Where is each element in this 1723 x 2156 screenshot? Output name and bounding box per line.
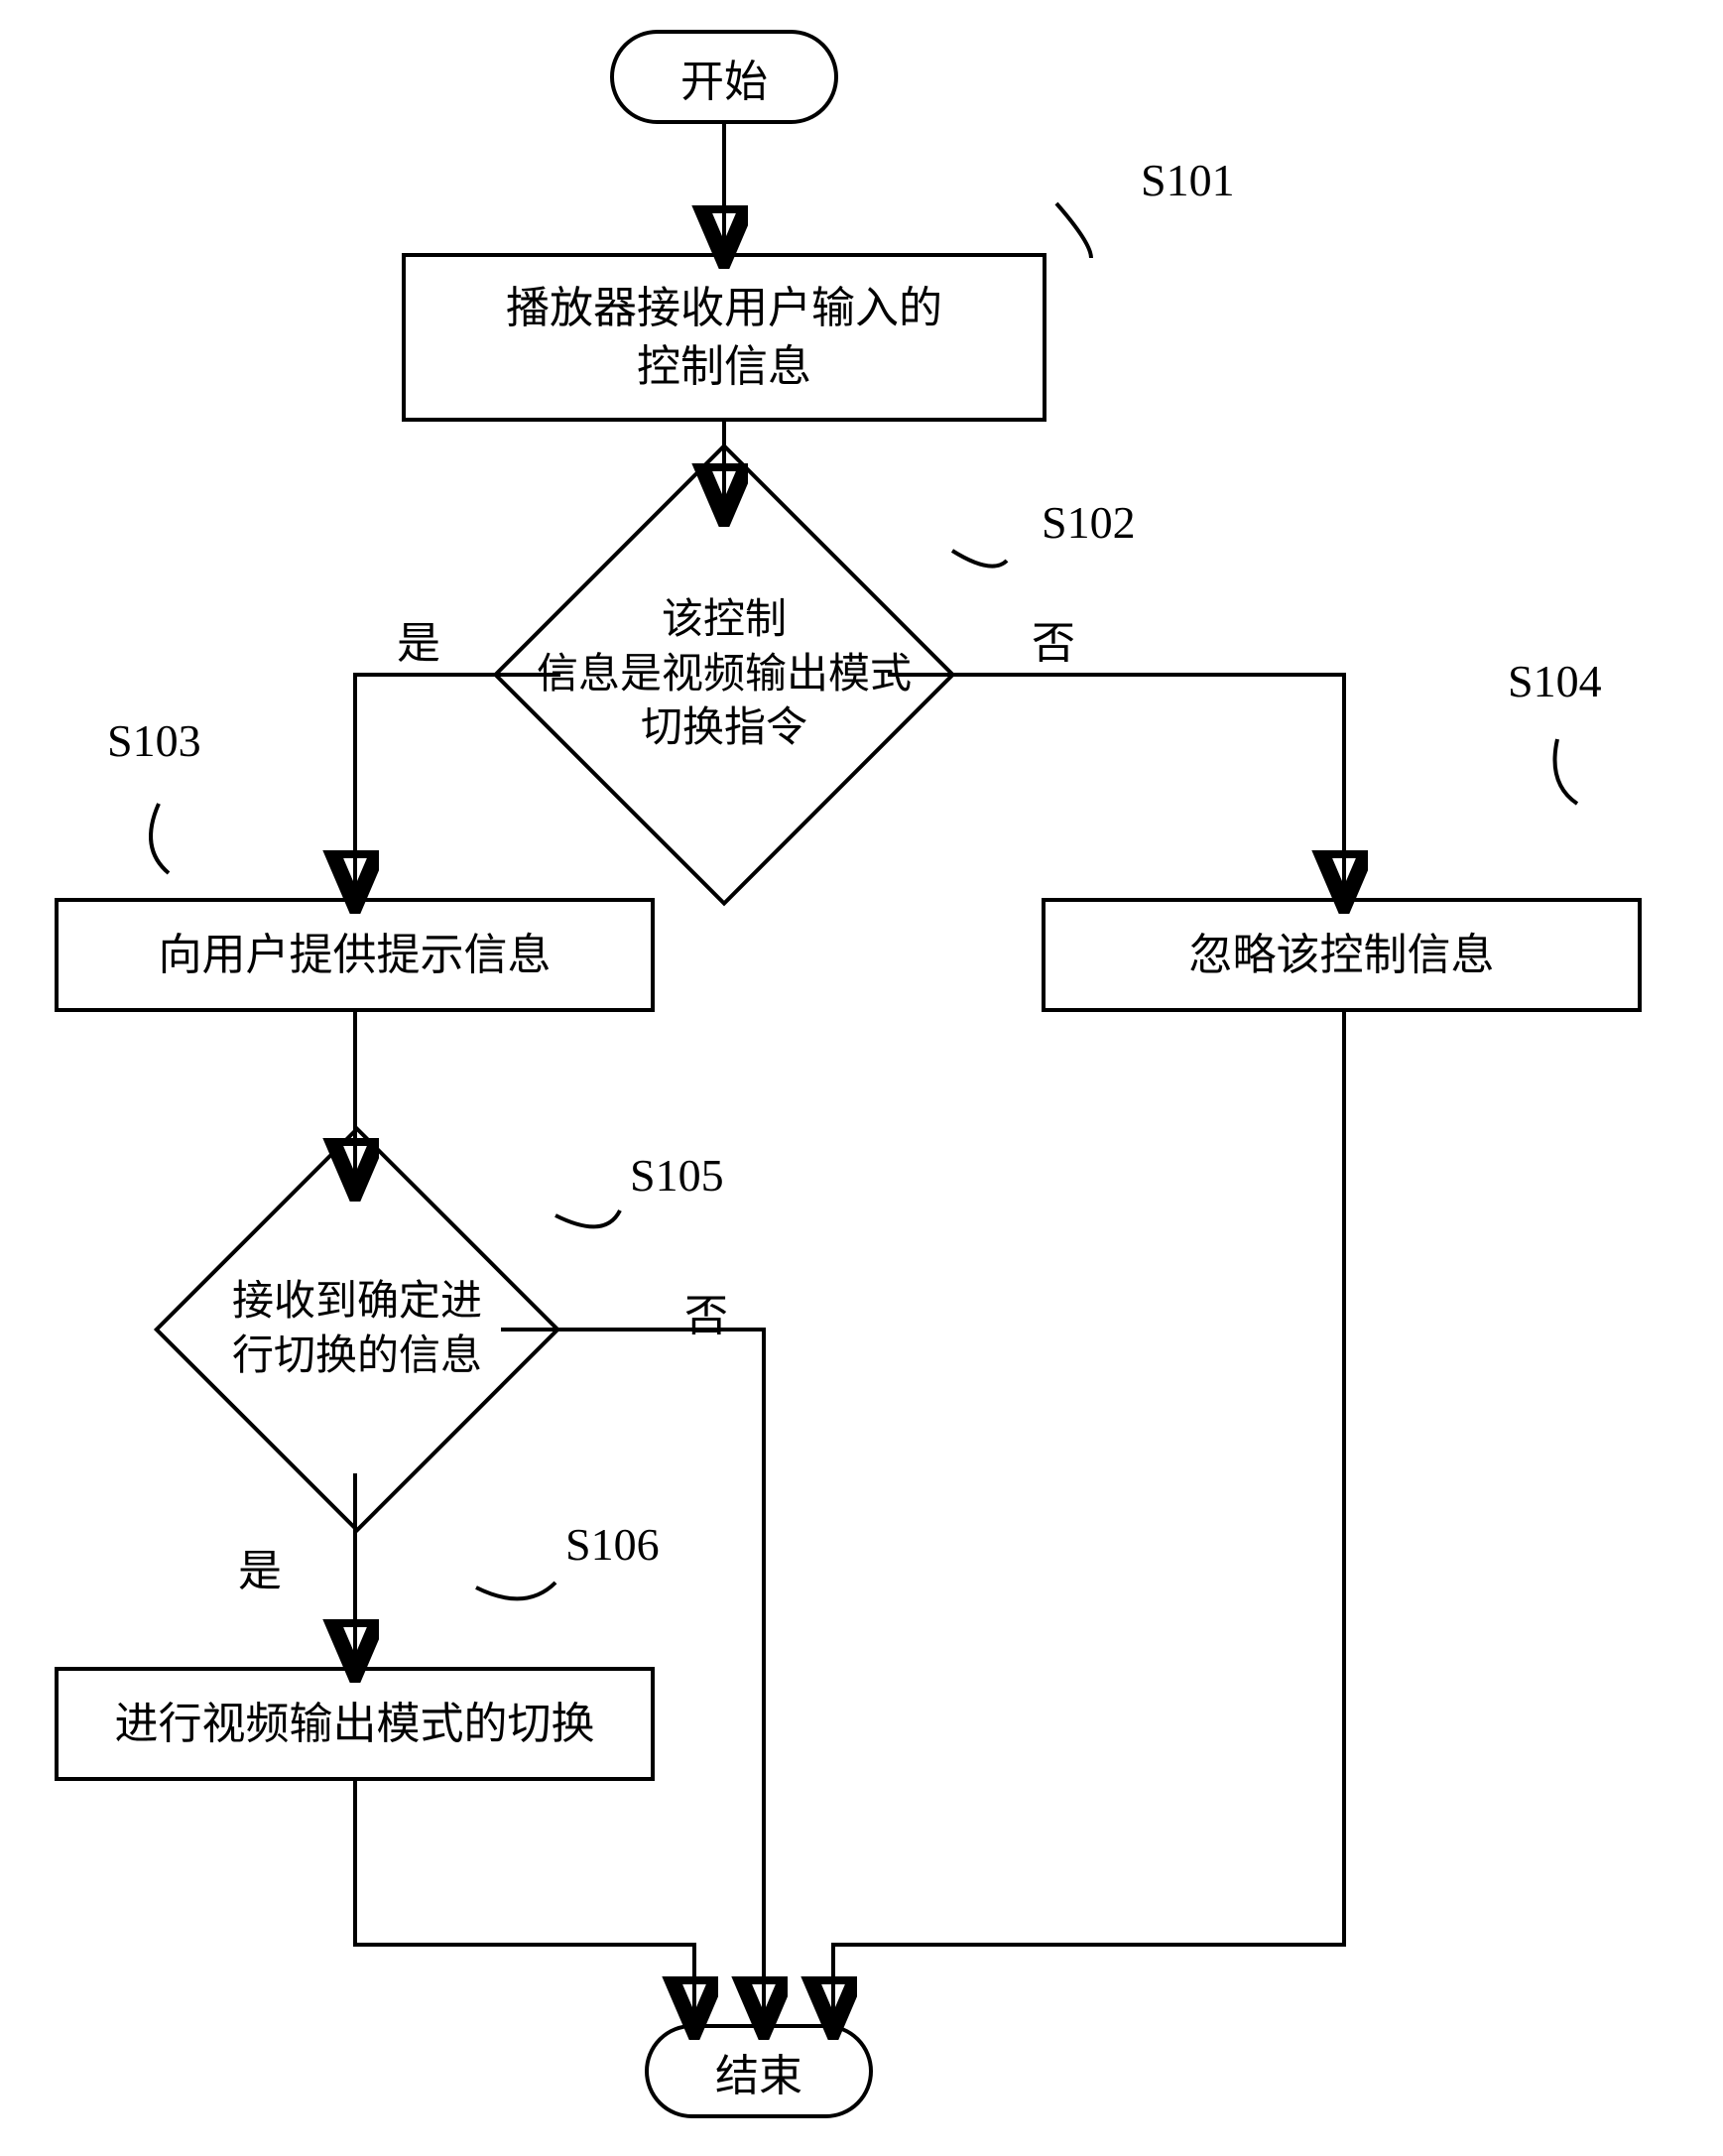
s106-text: 进行视频输出模式的切换 [115, 1695, 595, 1753]
s101-label: S101 [1141, 154, 1235, 206]
curve-s103 [151, 804, 169, 873]
s104-label-text: S104 [1508, 656, 1602, 706]
s105-label: S105 [630, 1149, 724, 1202]
s105-no-text: 否 [684, 1292, 728, 1340]
s106-label: S106 [565, 1518, 660, 1571]
edge-s102-s104 [888, 675, 1344, 898]
s102-label-text: S102 [1042, 497, 1136, 548]
curve-s104 [1555, 739, 1578, 804]
s106-node: 进行视频输出模式的切换 [55, 1667, 655, 1781]
s101-label-text: S101 [1141, 155, 1235, 205]
s104-label: S104 [1508, 655, 1602, 707]
start-label: 开始 [680, 46, 768, 109]
s105-no-label: 否 [684, 1280, 728, 1343]
edge-s106-end [355, 1781, 694, 2024]
s101-node: 播放器接收用户输入的 控制信息 [402, 253, 1046, 422]
flowchart-canvas: 开始 播放器接收用户输入的 控制信息 该控制 信息是视频输出模式 切换指令 向用… [0, 0, 1723, 2156]
s105-yes-text: 是 [238, 1547, 282, 1595]
s103-label: S103 [107, 714, 201, 767]
s105-yes-label: 是 [238, 1535, 282, 1598]
s105-label-text: S105 [630, 1150, 724, 1201]
s103-text: 向用户提供提示信息 [159, 926, 552, 984]
curve-s102 [952, 551, 1007, 567]
curve-s101 [1056, 203, 1091, 258]
s102-no-text: 否 [1032, 619, 1075, 668]
end-label: 结束 [715, 2040, 802, 2103]
curve-s106 [476, 1583, 555, 1598]
s102-yes-text: 是 [397, 619, 440, 668]
s103-node: 向用户提供提示信息 [55, 898, 655, 1012]
s106-label-text: S106 [565, 1519, 660, 1570]
s102-label: S102 [1042, 496, 1136, 549]
s101-text: 播放器接收用户输入的 控制信息 [506, 279, 942, 397]
edge-s104-end [833, 1012, 1344, 2024]
end-node: 结束 [645, 2024, 873, 2118]
s103-label-text: S103 [107, 715, 201, 766]
s104-node: 忽略该控制信息 [1042, 898, 1642, 1012]
start-node: 开始 [610, 30, 838, 124]
s105-node [154, 1126, 560, 1533]
curve-s105 [555, 1210, 620, 1226]
s102-node [493, 444, 956, 907]
s102-no-label: 否 [1032, 607, 1075, 671]
s104-text: 忽略该控制信息 [1189, 926, 1495, 984]
s102-yes-label: 是 [397, 607, 440, 671]
